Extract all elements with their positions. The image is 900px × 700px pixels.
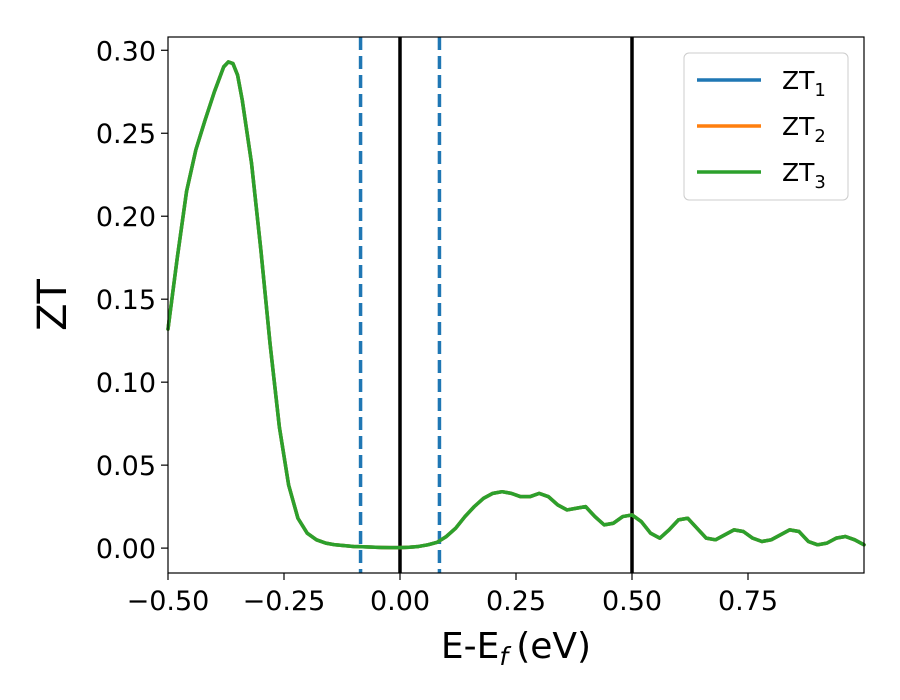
legend-box [683, 52, 849, 201]
legend-label-1: ZT1 [782, 66, 826, 101]
y-axis-title: ZT [30, 279, 76, 331]
x-tick-label: 0.25 [486, 586, 546, 617]
y-tick-label: 0.10 [96, 368, 156, 399]
legend-label-2: ZT2 [782, 112, 826, 147]
x-axis-title-unit: (eV) [516, 626, 591, 667]
x-axis-title-subscript: f [499, 642, 511, 671]
y-tick-label: 0.15 [96, 285, 156, 316]
y-tick-label: 0.30 [96, 36, 156, 67]
y-tick-label: 0.25 [96, 119, 156, 150]
y-tick-label: 0.05 [96, 451, 156, 482]
x-tick-label: 0.00 [370, 586, 430, 617]
x-axis-title: E-Ef (eV) [441, 626, 591, 671]
series-line-3 [166, 60, 866, 550]
x-axis-title-main: E-E [441, 626, 499, 667]
y-axis-ticks: 0.00 0.05 0.10 0.15 0.20 0.25 0.30 [96, 36, 168, 565]
reference-lines [358, 37, 634, 573]
x-tick-label: 0.50 [602, 586, 662, 617]
x-tick-label: 0.75 [718, 586, 778, 617]
series-group [166, 60, 866, 550]
y-tick-label: 0.20 [96, 202, 156, 233]
y-tick-label: 0.00 [96, 534, 156, 565]
x-tick-label: −0.25 [243, 586, 326, 617]
x-axis-ticks: −0.50 −0.25 0.00 0.25 0.50 0.75 [127, 573, 778, 617]
legend: ZT1 ZT2 ZT3 [683, 52, 849, 201]
legend-label-3: ZT3 [782, 158, 826, 193]
x-tick-label: −0.50 [127, 586, 210, 617]
